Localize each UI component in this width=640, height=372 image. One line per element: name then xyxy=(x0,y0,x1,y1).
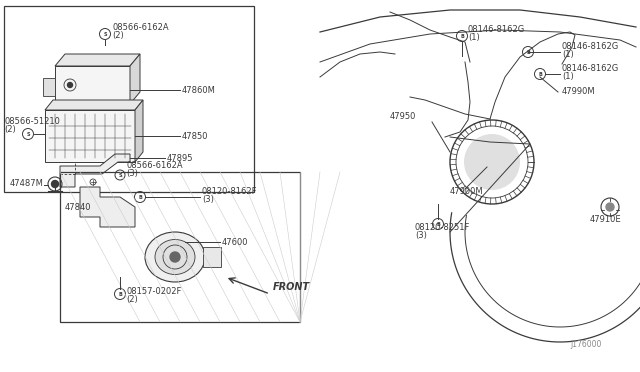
Circle shape xyxy=(464,134,520,190)
Text: B: B xyxy=(460,33,464,38)
Bar xyxy=(60,172,300,322)
Text: (1): (1) xyxy=(562,72,573,81)
Circle shape xyxy=(170,252,180,262)
Text: 08146-8162G: 08146-8162G xyxy=(468,25,525,34)
Text: 08157-0202F: 08157-0202F xyxy=(126,287,181,296)
Polygon shape xyxy=(60,154,130,187)
Polygon shape xyxy=(45,100,143,110)
Text: 08120-8162F: 08120-8162F xyxy=(202,187,257,196)
Text: (2): (2) xyxy=(4,125,16,134)
Text: 08146-8162G: 08146-8162G xyxy=(562,64,620,73)
Polygon shape xyxy=(135,100,143,162)
Text: 47990M: 47990M xyxy=(562,87,596,96)
Text: 08566-51210: 08566-51210 xyxy=(4,117,60,126)
Text: B: B xyxy=(138,195,142,199)
Bar xyxy=(4,6,254,192)
Text: 47600: 47600 xyxy=(222,238,248,247)
Text: 47900M: 47900M xyxy=(450,187,484,196)
Circle shape xyxy=(67,83,72,87)
Text: 47910E: 47910E xyxy=(590,215,621,224)
Text: 47860M: 47860M xyxy=(182,86,216,95)
Text: 08566-6162A: 08566-6162A xyxy=(126,161,182,170)
Text: 08146-8162G: 08146-8162G xyxy=(562,42,620,51)
Text: (2): (2) xyxy=(126,295,138,304)
Text: (1): (1) xyxy=(562,50,573,59)
Text: 08120-8251F: 08120-8251F xyxy=(415,223,470,232)
Text: FRONT: FRONT xyxy=(273,282,310,292)
Bar xyxy=(45,110,135,162)
Text: B: B xyxy=(538,71,542,77)
Polygon shape xyxy=(80,187,135,227)
Bar xyxy=(203,247,221,267)
Text: (1): (1) xyxy=(468,33,480,42)
Text: 47487M: 47487M xyxy=(10,179,44,188)
Polygon shape xyxy=(130,54,140,104)
Text: 47840: 47840 xyxy=(65,203,92,212)
Ellipse shape xyxy=(155,240,195,275)
Ellipse shape xyxy=(145,232,205,282)
Text: (3): (3) xyxy=(126,169,138,178)
Text: 47850: 47850 xyxy=(182,132,209,141)
Polygon shape xyxy=(55,54,140,66)
Circle shape xyxy=(606,203,614,211)
Circle shape xyxy=(51,180,58,187)
Text: 47950: 47950 xyxy=(390,112,417,121)
Text: B: B xyxy=(118,292,122,296)
Bar xyxy=(43,78,55,96)
Text: (3): (3) xyxy=(415,231,427,240)
Text: (3): (3) xyxy=(202,195,214,204)
Text: J176000: J176000 xyxy=(570,340,602,349)
Text: S: S xyxy=(26,131,29,137)
Text: (2): (2) xyxy=(112,31,124,40)
Bar xyxy=(55,66,130,104)
Text: B: B xyxy=(436,221,440,227)
Text: S: S xyxy=(103,32,107,36)
Text: 08566-6162A: 08566-6162A xyxy=(112,23,168,32)
Text: S: S xyxy=(118,173,122,177)
Text: B: B xyxy=(526,49,530,55)
Text: 47895: 47895 xyxy=(167,154,193,163)
